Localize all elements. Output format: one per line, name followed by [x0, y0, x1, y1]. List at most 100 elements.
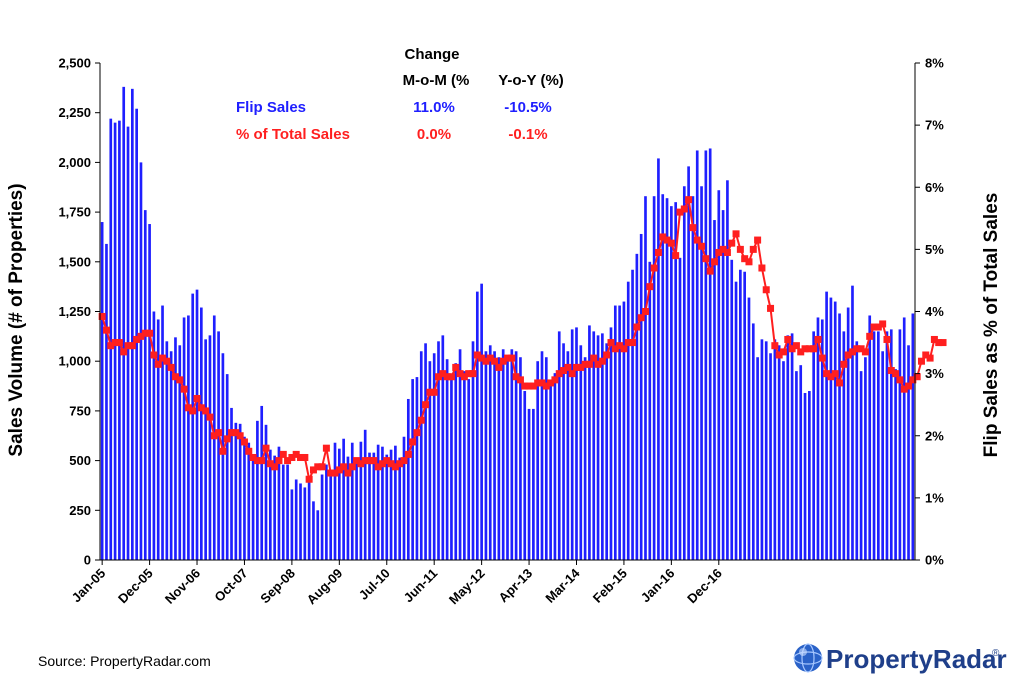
- flip-sales-bar: [846, 307, 850, 560]
- flip-sales-bar: [825, 291, 828, 560]
- pct-total-sales-point: [672, 252, 680, 260]
- pct-total-sales-point: [560, 367, 568, 375]
- pct-total-sales-point: [801, 345, 809, 353]
- pct-total-sales-point: [719, 245, 727, 253]
- pct-total-sales-point: [917, 357, 925, 365]
- flip-sales-bar: [575, 327, 578, 560]
- pct-total-sales-point: [197, 404, 205, 412]
- flip-sales-bar: [312, 501, 315, 560]
- pct-total-sales-point: [353, 457, 361, 465]
- pct-total-sales-point: [874, 323, 882, 331]
- pct-total-sales-point: [495, 363, 503, 371]
- pct-total-sales-point: [758, 264, 766, 272]
- pct-total-sales-point: [698, 242, 706, 250]
- pct-total-sales-point: [219, 447, 227, 455]
- flip-sales-bar: [488, 345, 492, 560]
- flip-sales-bar: [100, 222, 104, 561]
- pct-total-sales-point: [370, 457, 378, 465]
- flip-sales-bar: [678, 257, 682, 560]
- plot-area: 0 250 500 750 1,000 1,250 1,500 1,750 2,000 2,250…: [58, 56, 947, 607]
- y-tick-label: 750: [69, 403, 91, 418]
- pct-total-sales-point: [547, 379, 555, 387]
- flip-sales-bar: [682, 186, 686, 560]
- x-tick-label: Apr-13: [495, 566, 535, 606]
- pct-total-sales-point: [654, 248, 662, 256]
- pct-total-sales-point: [378, 460, 386, 468]
- flip-sales-bar: [536, 361, 540, 560]
- flip-sales-bar: [441, 335, 445, 560]
- pct-total-sales-point: [710, 258, 718, 266]
- pct-total-sales-point: [228, 429, 236, 437]
- flip-sales-bar: [290, 489, 294, 560]
- pct-total-sales-point: [366, 457, 374, 465]
- flip-sales-bar: [760, 339, 764, 560]
- pct-total-legend-label: % of Total Sales: [236, 126, 350, 143]
- pct-total-sales-point: [676, 208, 684, 216]
- flip-sales-bar: [506, 357, 509, 560]
- flip-sales-bar: [557, 331, 561, 560]
- flip-sales-bar: [777, 345, 781, 560]
- pct-total-sales-point: [318, 463, 326, 471]
- pct-total-sales-point: [335, 466, 343, 474]
- pct-total-sales-point: [603, 351, 611, 359]
- mom-header: M-o-M (%: [403, 72, 470, 89]
- x-tick-label: Dec-16: [684, 566, 725, 607]
- pct-total-sales-point: [150, 351, 158, 359]
- flip-sales-bar: [721, 210, 725, 561]
- flip-sales-bar: [553, 373, 557, 560]
- pct-total-sales-point: [396, 460, 404, 468]
- globe-icon: [793, 643, 823, 673]
- pct-total-sales-point: [611, 345, 619, 353]
- pct-total-sales-point: [504, 354, 511, 362]
- pct-total-sales-point: [163, 357, 171, 365]
- flip-sales-bar: [268, 449, 272, 560]
- pct-total-sales-point: [409, 438, 417, 446]
- pct-total-sales-point: [741, 255, 749, 263]
- flip-sales-bar: [450, 377, 453, 560]
- y-tick-label: 2,500: [58, 56, 91, 71]
- pct-total-sales-point: [930, 335, 938, 343]
- flip-sales-bar: [639, 233, 643, 560]
- flip-sales-bar: [376, 444, 380, 560]
- pct-total-sales-point: [292, 450, 300, 458]
- pct-total-sales-point: [913, 373, 921, 381]
- flip-sales-bar: [337, 448, 341, 560]
- pct-total-sales-point: [784, 335, 792, 343]
- flip-sales-bar: [191, 293, 195, 560]
- flip-sales-legend-label: Flip Sales: [236, 99, 306, 116]
- flip-sales-bar: [790, 333, 794, 560]
- flip-sales-bar: [350, 442, 354, 560]
- pct-total-sales-point: [344, 469, 352, 477]
- flip-sales-bar: [902, 317, 906, 560]
- pct-total-sales-point: [361, 457, 369, 465]
- pct-total-sales-point: [215, 429, 223, 437]
- pct-total-sales-point: [249, 453, 257, 461]
- flip-sales-bar: [799, 365, 803, 560]
- pct-total-sales-point: [723, 248, 731, 256]
- flip-sales-bar: [342, 438, 345, 560]
- flip-sales-bar: [570, 329, 574, 560]
- flip-sales-bar: [907, 345, 910, 560]
- pct-total-sales-point: [542, 382, 550, 390]
- flip-sales-bar: [105, 243, 108, 560]
- pct-total-sales-point: [555, 370, 563, 378]
- pct-total-sales-point: [629, 339, 637, 347]
- flip-sales-bar: [523, 391, 527, 560]
- flip-sales-bar: [143, 210, 147, 561]
- flip-sales-bar: [174, 337, 177, 560]
- flip-sales-bar: [661, 194, 665, 560]
- pct-total-sales-point: [124, 342, 132, 350]
- y-tick-label: 0: [84, 553, 91, 568]
- pct-total-sales-point: [206, 413, 214, 421]
- flip-sales-bar: [148, 224, 151, 560]
- pct-total-sales-point: [633, 323, 641, 331]
- flip-sales-bar: [398, 457, 402, 560]
- pct-total-sales-point: [314, 463, 322, 471]
- flip-sales-bar: [363, 429, 367, 560]
- pct-total-sales-point: [624, 339, 632, 347]
- flip-sales-bar: [605, 343, 609, 560]
- flip-sales-bar: [812, 331, 815, 560]
- pct-total-sales-point: [568, 370, 576, 378]
- flip-sales-bar: [286, 464, 289, 560]
- flip-sales-bar: [872, 331, 876, 560]
